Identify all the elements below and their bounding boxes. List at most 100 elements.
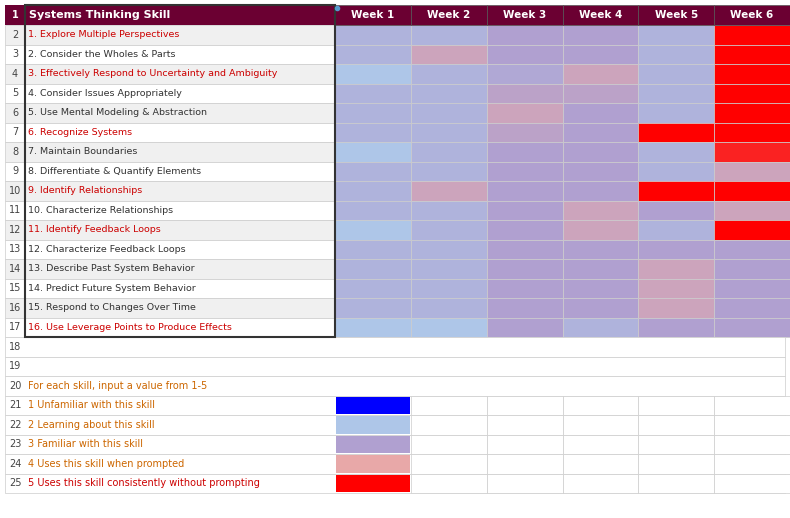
Bar bbox=[411, 142, 487, 162]
Text: 4 Uses this skill when prompted: 4 Uses this skill when prompted bbox=[28, 459, 184, 469]
Bar bbox=[562, 298, 638, 318]
Bar bbox=[487, 473, 562, 493]
Bar bbox=[714, 103, 790, 122]
Text: 8. Differentiate & Quantify Elements: 8. Differentiate & Quantify Elements bbox=[28, 167, 201, 176]
Text: 3: 3 bbox=[12, 49, 18, 59]
Bar bbox=[336, 416, 410, 434]
Bar bbox=[562, 142, 638, 162]
Bar bbox=[562, 454, 638, 473]
Bar bbox=[5, 318, 25, 337]
Bar bbox=[5, 454, 785, 473]
Text: Week 3: Week 3 bbox=[503, 10, 546, 20]
Text: 21: 21 bbox=[9, 400, 21, 410]
Bar bbox=[714, 435, 790, 454]
Bar bbox=[714, 259, 790, 279]
Bar bbox=[335, 25, 411, 45]
Text: 10. Characterize Relationships: 10. Characterize Relationships bbox=[28, 206, 173, 215]
Bar bbox=[487, 5, 562, 25]
Bar bbox=[487, 396, 562, 415]
Bar bbox=[487, 200, 562, 220]
Bar bbox=[638, 181, 714, 200]
Bar bbox=[411, 83, 487, 103]
Bar bbox=[562, 200, 638, 220]
Bar bbox=[411, 181, 487, 200]
Text: 9. Identify Relationships: 9. Identify Relationships bbox=[28, 186, 142, 195]
Bar bbox=[638, 5, 714, 25]
Bar bbox=[5, 162, 25, 181]
Text: 8: 8 bbox=[12, 147, 18, 157]
Text: 19: 19 bbox=[9, 361, 21, 371]
Bar bbox=[5, 122, 25, 142]
Bar bbox=[714, 200, 790, 220]
Bar bbox=[5, 45, 25, 64]
Bar bbox=[335, 220, 411, 239]
Bar bbox=[335, 83, 411, 103]
Text: 11: 11 bbox=[9, 205, 21, 215]
Text: 2 Learning about this skill: 2 Learning about this skill bbox=[28, 420, 155, 430]
Bar bbox=[411, 239, 487, 259]
Bar bbox=[638, 318, 714, 337]
Bar bbox=[411, 435, 487, 454]
Bar bbox=[487, 259, 562, 279]
Bar bbox=[638, 435, 714, 454]
Bar bbox=[714, 454, 790, 473]
Bar bbox=[562, 25, 638, 45]
Bar bbox=[5, 64, 25, 83]
Bar bbox=[25, 259, 335, 279]
Bar bbox=[487, 142, 562, 162]
Bar bbox=[5, 298, 25, 318]
Bar bbox=[5, 415, 785, 435]
Text: 6. Recognize Systems: 6. Recognize Systems bbox=[28, 128, 132, 137]
Bar bbox=[411, 103, 487, 122]
Bar bbox=[638, 259, 714, 279]
Bar bbox=[411, 396, 487, 415]
Bar bbox=[487, 181, 562, 200]
Bar bbox=[411, 25, 487, 45]
Bar bbox=[714, 5, 790, 25]
Bar bbox=[714, 220, 790, 239]
Bar bbox=[25, 279, 335, 298]
Text: 3 Familiar with this skill: 3 Familiar with this skill bbox=[28, 439, 143, 449]
Bar bbox=[487, 435, 562, 454]
Bar bbox=[487, 83, 562, 103]
Bar bbox=[25, 200, 335, 220]
Bar bbox=[335, 5, 411, 25]
Text: 15: 15 bbox=[9, 283, 21, 293]
Bar bbox=[25, 103, 335, 122]
Bar bbox=[714, 25, 790, 45]
Bar bbox=[714, 162, 790, 181]
Bar bbox=[25, 181, 335, 200]
Bar bbox=[5, 259, 25, 279]
Bar bbox=[638, 45, 714, 64]
Bar bbox=[638, 103, 714, 122]
Bar bbox=[5, 376, 785, 396]
Text: For each skill, input a value from 1-5: For each skill, input a value from 1-5 bbox=[28, 381, 207, 391]
Bar bbox=[411, 279, 487, 298]
Bar bbox=[5, 356, 785, 376]
Bar bbox=[25, 318, 335, 337]
Bar bbox=[25, 298, 335, 318]
Bar bbox=[5, 337, 785, 356]
Bar bbox=[562, 435, 638, 454]
Bar bbox=[25, 220, 335, 239]
Bar bbox=[335, 142, 411, 162]
Text: 2: 2 bbox=[12, 30, 18, 40]
Bar bbox=[562, 181, 638, 200]
Bar bbox=[5, 279, 25, 298]
Bar bbox=[714, 64, 790, 83]
Bar bbox=[714, 318, 790, 337]
Text: 25: 25 bbox=[9, 478, 21, 488]
Text: Week 6: Week 6 bbox=[731, 10, 773, 20]
Text: 24: 24 bbox=[9, 459, 21, 469]
Text: Week 4: Week 4 bbox=[579, 10, 622, 20]
Bar bbox=[335, 200, 411, 220]
Bar bbox=[638, 142, 714, 162]
Bar bbox=[638, 122, 714, 142]
Bar bbox=[411, 473, 487, 493]
Text: 9: 9 bbox=[12, 166, 18, 176]
Bar bbox=[335, 122, 411, 142]
Bar bbox=[638, 162, 714, 181]
Bar bbox=[562, 122, 638, 142]
Bar bbox=[638, 454, 714, 473]
Bar bbox=[714, 45, 790, 64]
